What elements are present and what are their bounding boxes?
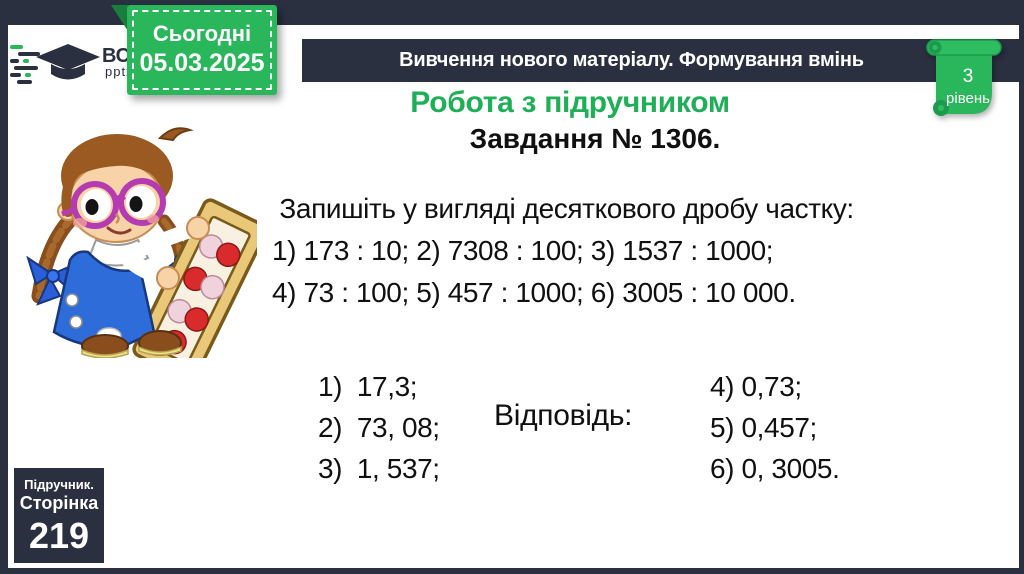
blush (73, 218, 87, 228)
task-text-block: Запишіть у вигляді десяткового дробу час… (272, 188, 962, 314)
textbook-page-number: 219 (28, 515, 90, 556)
glasses-bridge (112, 194, 127, 203)
glasses-temple (61, 206, 76, 217)
answers-right-column: 4) 0,73; 5) 0,457; 6) 0, 3005. (710, 366, 840, 489)
textbook-page-box: Підручник. Сторінка 219 (14, 468, 104, 563)
level-label: рівень (946, 90, 990, 107)
frame-left-border (0, 0, 8, 574)
answers-label: Відповідь: (494, 399, 633, 432)
textbook-page-word: Сторінка (19, 493, 99, 513)
answer-item: 3) 1, 537; (318, 453, 440, 484)
hand (156, 266, 180, 290)
frame-bottom-border (0, 568, 1024, 574)
frame-right-border (1019, 0, 1024, 574)
date-badge: Сьогодні 05.03.2025 (127, 5, 277, 95)
textbook-caption: Підручник. (24, 477, 94, 492)
shoe-sole (138, 345, 182, 356)
vsim-pptx-logo: ВСІМ pptx (10, 44, 138, 84)
scroll-top-roll (926, 39, 1002, 56)
lesson-stage-text: Вивчення нового матеріалу. Формування вм… (399, 49, 864, 71)
dress-button (65, 293, 79, 307)
blush (147, 214, 159, 224)
hair-tuft (157, 127, 194, 142)
task-line: 1) 173 : 10; 2) 7308 : 100; 3) 1537 : 10… (272, 235, 774, 266)
logo-sub-text: pptx (105, 64, 134, 79)
answer-item: 6) 0, 3005. (710, 453, 840, 484)
graduation-cap-icon (36, 44, 100, 80)
scroll-body (936, 48, 992, 114)
level-ribbon: 3 рівень (926, 39, 1002, 116)
hair-fringe (70, 145, 164, 182)
date-badge-date: 05.03.2025 (139, 49, 265, 78)
hand (186, 216, 210, 240)
date-badge-label: Сьогодні (152, 21, 252, 47)
nose (115, 213, 120, 224)
lesson-stage-bar: Вивчення нового матеріалу. Формування вм… (302, 39, 1019, 82)
answer-item: 1) 17,3; (318, 371, 418, 402)
answers-left-column: 1) 17,3; 2) 73, 08; 3) 1, 537; (318, 366, 440, 489)
mouth (106, 226, 132, 235)
girl-with-abacus-illustration (26, 127, 257, 358)
task-line: Запишіть у вигляді десяткового дробу час… (272, 193, 854, 224)
speed-lines-icon (10, 45, 40, 84)
task-line: 4) 73 : 100; 5) 457 : 1000; 6) 3005 : 10… (272, 277, 796, 308)
glasses-left-lens (71, 181, 119, 229)
dress-button (69, 315, 83, 329)
badge-fold-decoration (111, 5, 128, 31)
answer-item: 2) 73, 08; (318, 412, 440, 443)
level-number: 3 (963, 66, 974, 87)
answer-item: 4) 0,73; (710, 371, 802, 402)
glasses-right-lens (118, 178, 166, 226)
task-number-heading: Завдання № 1306. (469, 123, 721, 154)
answer-item: 5) 0,457; (710, 412, 817, 443)
shoe-sole (81, 348, 129, 358)
page-title: Робота з підручником (410, 86, 730, 119)
